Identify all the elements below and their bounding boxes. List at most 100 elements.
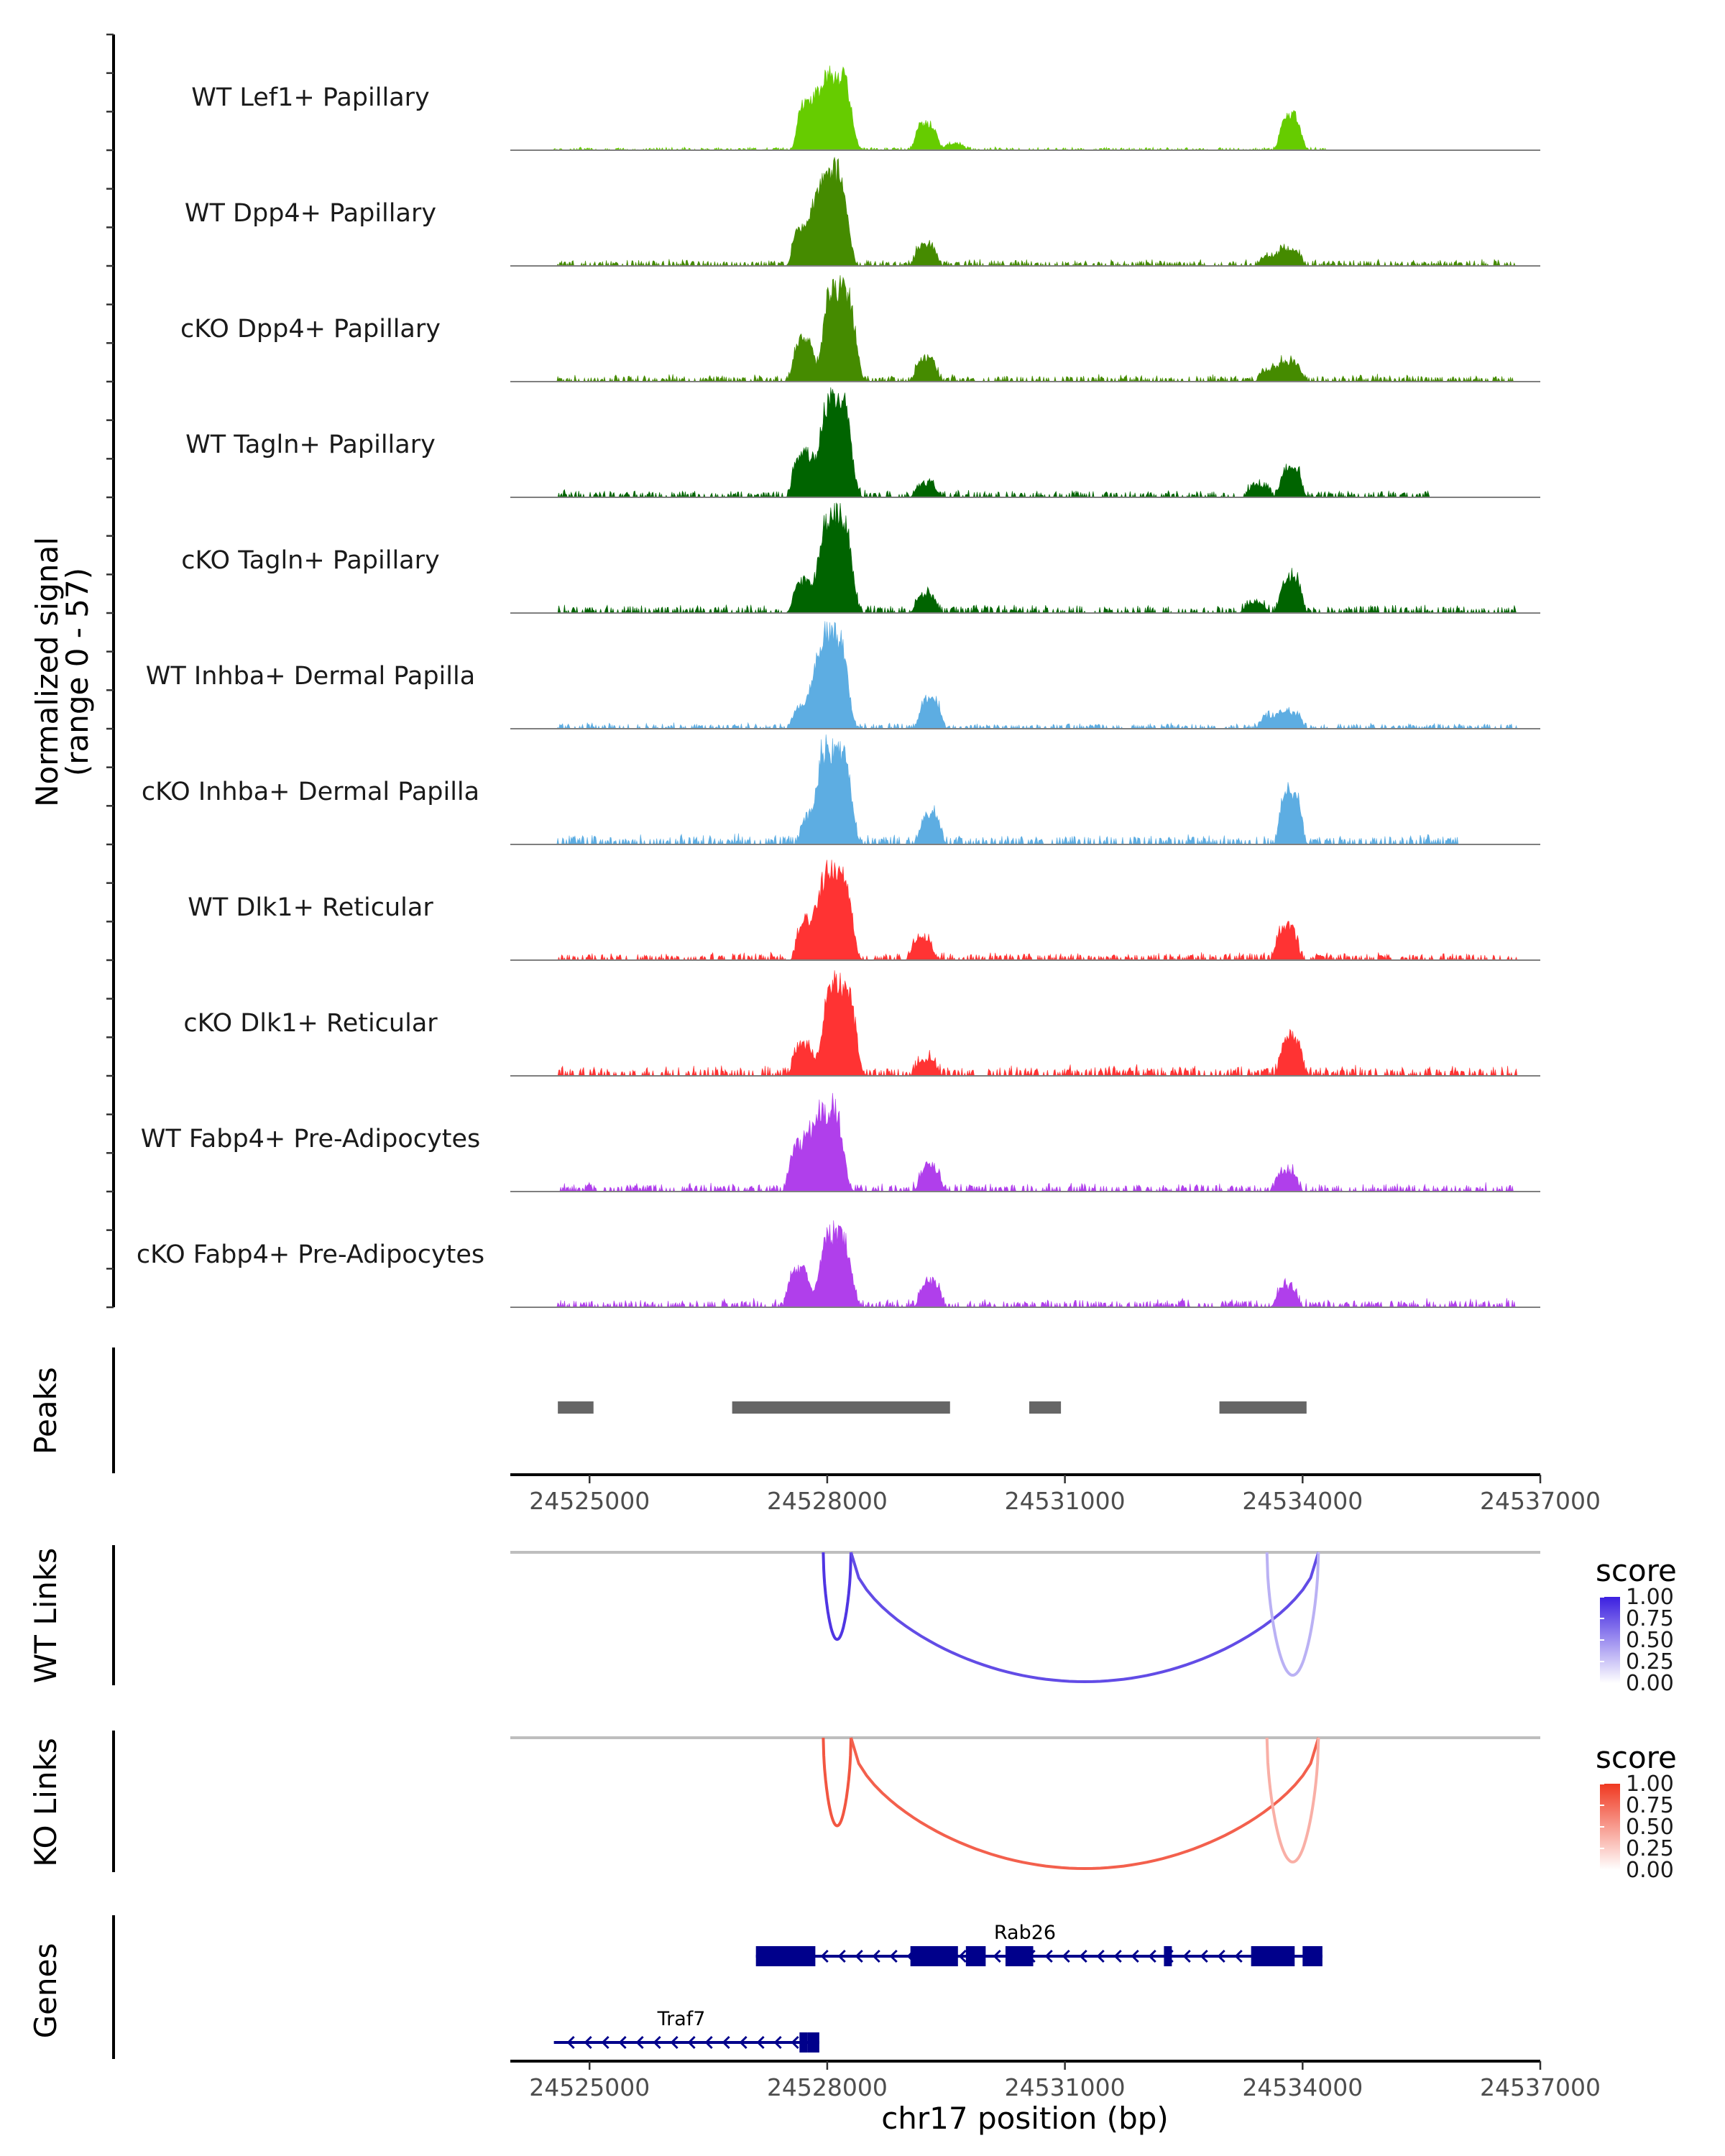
coverage-track-label: WT Fabp4+ Pre-Adipocytes [141,1125,480,1153]
coverage-track: cKO Dpp4+ Papillary [180,275,1540,383]
x-axis-tick-label: 24534000 [1242,1487,1363,1515]
wt-links-track-label: WT Links [28,1548,63,1683]
strand-arrow [601,2035,610,2050]
link-arc [850,1552,1320,1684]
coverage-area [510,502,1540,614]
strand-arrow [889,1949,898,1963]
strand-arrow [756,2035,765,2050]
coverage-track: cKO Tagln+ Papillary [181,502,1540,614]
ko-legend-title: score [1596,1740,1677,1775]
link-arc [822,1737,852,1828]
coverage-tracks: WT Lef1+ Papillary WT Dpp4+ Papillary cKO … [137,65,1540,1309]
peaks-x-axis: 24525000 24528000 24531000 24534000 24537000 [510,1473,1601,1515]
peak-region [732,1401,950,1414]
peak-region [1029,1401,1062,1414]
x-axis-label: chr17 position (bp) [881,2101,1169,2136]
coverage-y-label-line1: Normalized signal [29,537,65,807]
coverage-track: cKO Inhba+ Dermal Papilla [142,734,1540,846]
legend-tick-label: 1.00 [1626,1585,1674,1610]
coverage-track-label: WT Inhba+ Dermal Papilla [146,662,475,691]
strand-arrow [1200,1949,1208,1963]
coverage-area [510,970,1540,1077]
legend-tick-label: 0.50 [1626,1628,1674,1653]
coverage-track: WT Tagln+ Papillary [185,387,1540,499]
strand-arrow [855,1949,863,1963]
coverage-track: cKO Fabp4+ Pre-Adipocytes [137,1220,1540,1309]
wt-legend-title: score [1596,1553,1677,1588]
coverage-area [510,157,1540,267]
coverage-track-label: cKO Fabp4+ Pre-Adipocytes [137,1240,484,1269]
gene-exon [755,1946,816,1966]
strand-arrow [958,1949,967,1963]
coverage-track-label: WT Dpp4+ Papillary [185,199,436,228]
coverage-area [510,275,1540,383]
gene-label: Traf7 [657,2008,706,2030]
legend-tick-label: 0.25 [1626,1836,1674,1861]
strand-arrow [704,2035,713,2050]
coverage-track-label: cKO Dpp4+ Papillary [180,315,441,344]
x-axis-tick-label: 24537000 [1480,1487,1601,1515]
gene-exon [1302,1946,1322,1966]
coverage-area [510,65,1540,151]
strand-arrow [1148,1949,1156,1963]
coverage-track: WT Inhba+ Dermal Papilla [146,621,1540,730]
coverage-track-label: WT Tagln+ Papillary [185,430,436,459]
strand-arrow [687,2035,696,2050]
strand-arrow [1079,1949,1087,1963]
peaks-track-label: Peaks [28,1367,63,1455]
coverage-track-label: cKO Inhba+ Dermal Papilla [142,778,479,806]
coverage-track: WT Dpp4+ Papillary [185,157,1540,267]
coverage-track: WT Dlk1+ Reticular [188,860,1540,962]
strand-arrow [739,2035,748,2050]
legend-tick-label: 0.00 [1626,1671,1674,1696]
strand-arrow [670,2035,678,2050]
strand-arrow [1217,1949,1225,1963]
coverage-track-label: cKO Dlk1+ Reticular [183,1009,438,1038]
strand-arrow [566,2035,575,2050]
gene-exon [1005,1946,1034,1966]
legend-tick-label: 0.75 [1626,1606,1674,1631]
strand-arrow [722,2035,730,2050]
gene-models: Rab26 Traf7 [553,1922,1322,2053]
gene-exon [910,1946,958,1966]
coverage-track-label: WT Dlk1+ Reticular [188,893,433,922]
strand-arrow [1096,1949,1105,1963]
x-axis-tick-label: 24525000 [529,2073,650,2101]
gene-exon [807,2032,819,2053]
strand-arrow [618,2035,627,2050]
coverage-area [510,621,1540,730]
coverage-area [510,734,1540,846]
gene-exon [1251,1946,1295,1966]
coverage-y-axis [106,33,115,1309]
coverage-track: cKO Dlk1+ Reticular [183,970,1540,1077]
strand-arrow [820,1949,829,1963]
x-axis-tick-label: 24537000 [1480,2073,1601,2101]
legend-tick-label: 0.50 [1626,1815,1674,1840]
gene-model: Rab26 [755,1922,1322,1966]
peak-region [1219,1401,1307,1414]
link-arc [1265,1737,1320,1864]
strand-arrow [872,1949,880,1963]
x-axis-tick-label: 24531000 [1005,2073,1126,2101]
strand-arrow [1044,1949,1053,1963]
peak-regions [558,1401,1307,1414]
coverage-track-label: WT Lef1+ Papillary [191,83,430,112]
gene-exon [965,1946,986,1966]
strand-arrow [773,2035,782,2050]
strand-arrow [584,2035,592,2050]
coverage-track: WT Fabp4+ Pre-Adipocytes [141,1092,1540,1193]
ko-links-legend: score 1.000.750.500.250.00 [1596,1740,1677,1883]
strand-arrow [1113,1949,1122,1963]
link-arc [1265,1552,1320,1677]
gene-exon [799,2032,808,2053]
strand-arrow [837,1949,846,1963]
x-axis-tick-label: 24528000 [767,1487,888,1515]
strand-arrow [635,2035,644,2050]
coverage-track-label: cKO Tagln+ Papillary [181,546,440,575]
ko-links-track-label: KO Links [28,1738,63,1867]
strand-arrow [791,2035,799,2050]
legend-tick-label: 1.00 [1626,1772,1674,1797]
gene-exon [1164,1946,1172,1966]
x-axis-tick-label: 24534000 [1242,2073,1363,2101]
